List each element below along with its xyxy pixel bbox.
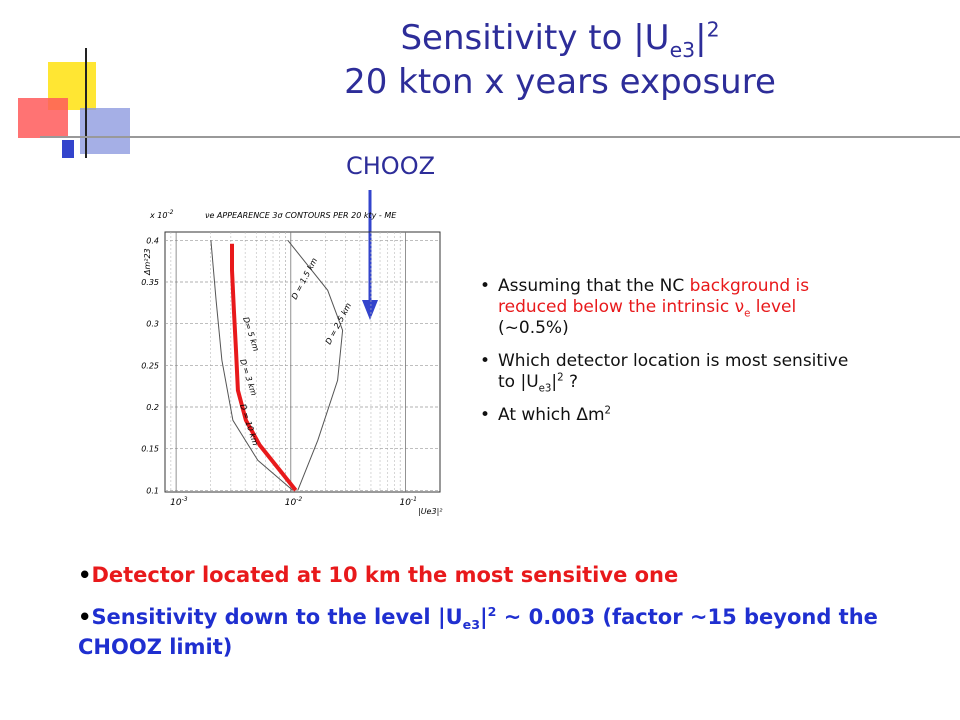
y-axis-label: Δm²23: [143, 248, 152, 276]
slide-title: Sensitivity to |Ue3|2 20 kton x years exp…: [160, 16, 960, 104]
x-tick-label: 10-3: [170, 496, 188, 508]
logo-blue-small: [62, 140, 74, 158]
text-run: Detector located at 10 km the most sensi…: [91, 563, 679, 587]
bullet-list: Assuming that the NC background is reduc…: [480, 276, 860, 438]
contour-line: [210, 240, 294, 491]
y-tick-label: 0.1: [146, 486, 159, 495]
text-run: Which detector location is most sensitiv…: [498, 351, 849, 392]
y-tick-label: 0.2: [146, 403, 159, 412]
text-run: e3: [669, 37, 696, 62]
logo-red: [18, 98, 68, 138]
tick-exponent: -3: [182, 496, 188, 503]
tick-base: 10: [285, 498, 297, 508]
tick-base: 10: [399, 498, 411, 508]
tick-exponent: -2: [296, 496, 302, 503]
text-run: |: [479, 605, 488, 629]
contour-line: [287, 239, 344, 491]
text-run: 2: [604, 405, 612, 417]
plot: 0.10.150.20.250.30.350.410-3 10-2 10-1x 10…: [141, 209, 443, 516]
multiplier-exponent: -2: [167, 209, 173, 216]
text-run: At which: [498, 405, 577, 425]
curve-label: D = 10 km: [238, 403, 260, 447]
text-run: background is reduced below the intrinsi…: [498, 276, 810, 317]
chooz-arrowhead: [362, 300, 378, 320]
curve-label: D = 2.5 km: [324, 301, 353, 346]
text-run: Δm: [576, 405, 605, 425]
text-run: 20 kton x years exposure: [344, 62, 776, 102]
annotation: CHOOZ: [346, 152, 436, 180]
curve-label: D= 5 km: [241, 316, 261, 353]
x-axis-label: |Ue3|²: [418, 507, 443, 516]
plot-frame: [164, 231, 441, 493]
y-tick-label: 0.25: [141, 361, 159, 370]
list-item: Assuming that the NC background is reduc…: [480, 276, 860, 339]
text-run: 2: [557, 372, 564, 384]
text-run: 2: [487, 604, 497, 619]
text-run: Assuming that the NC: [498, 276, 690, 296]
text-run: (~0.5%): [498, 318, 569, 338]
list-item: Which detector location is most sensitiv…: [480, 351, 860, 395]
tick-base: 10: [170, 498, 182, 508]
list-item: Sensitivity down to the level |Ue3|2 ~ 0…: [78, 602, 908, 662]
y-multiplier: x 10-2: [149, 209, 174, 220]
text-run: e3: [462, 617, 480, 633]
y-tick-label: 0.15: [141, 445, 159, 454]
chart-title: νe APPEARENCE 3σ CONTOURS PER 20 kty - M…: [205, 211, 397, 220]
text-run: ν: [734, 297, 745, 317]
text-run: ~ 0.003 (factor ~15 beyond the CHOOZ lim…: [78, 605, 878, 659]
logo-blue: [80, 108, 130, 154]
text-run: |: [551, 372, 558, 392]
title-line: 20 kton x years exposure: [160, 60, 960, 104]
list-item: At which Δm2: [480, 405, 860, 426]
contour-line: [230, 243, 298, 492]
list-item: Detector located at 10 km the most sensi…: [78, 560, 908, 590]
conclusion-list: Detector located at 10 km the most sensi…: [78, 560, 908, 674]
text-run: level: [750, 297, 797, 317]
x-tick-label: 10-1: [399, 496, 416, 508]
x-tick-label: 10-2: [285, 496, 303, 508]
text-run: |: [695, 18, 707, 58]
text-run: Sensitivity to |U: [400, 18, 670, 58]
y-tick-label: 0.4: [146, 236, 159, 245]
multiplier-base: x 10: [149, 211, 167, 220]
text-run: ?: [563, 372, 579, 392]
text-run: e3: [538, 383, 552, 395]
tick-exponent: -1: [411, 496, 417, 503]
text-run: 2: [706, 17, 720, 42]
curve-label: D = 1.5 km: [290, 256, 319, 301]
title-line: Sensitivity to |Ue3|2: [160, 16, 960, 60]
text-run: Sensitivity down to the level |U: [91, 605, 463, 629]
y-tick-label: 0.3: [146, 320, 159, 329]
y-tick-label: 0.35: [141, 278, 159, 287]
curve-label: D = 3 km: [238, 358, 258, 397]
text-run: e: [744, 308, 751, 320]
